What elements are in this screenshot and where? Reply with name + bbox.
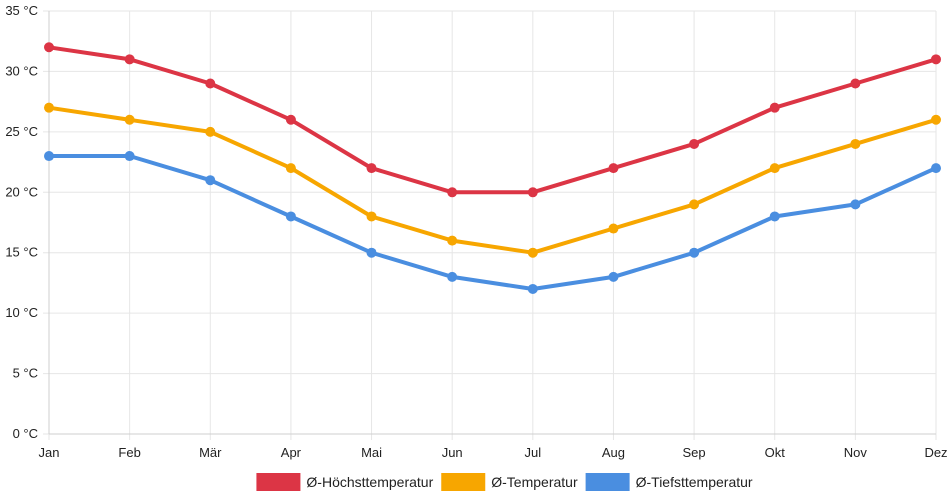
y-tick-label: 25 °C — [5, 124, 38, 139]
data-point[interactable] — [124, 151, 135, 162]
data-point[interactable] — [931, 114, 941, 125]
legend-swatch — [585, 473, 630, 491]
x-tick-label: Jan — [39, 445, 60, 460]
data-point[interactable] — [689, 247, 700, 258]
series-line — [47, 154, 938, 291]
legend-item[interactable]: Ø-Tiefsttemperatur — [585, 473, 753, 491]
y-tick-label: 30 °C — [5, 63, 38, 78]
x-tick-label: Apr — [281, 445, 302, 460]
data-point[interactable] — [769, 211, 780, 222]
series-2 — [44, 102, 941, 258]
data-point[interactable] — [850, 138, 861, 149]
x-tick-label: Nov — [844, 445, 868, 460]
y-tick-label: 5 °C — [13, 366, 38, 381]
data-point[interactable] — [931, 163, 941, 174]
data-point[interactable] — [205, 175, 216, 186]
x-tick-label: Okt — [765, 445, 786, 460]
x-tick-label: Sep — [683, 445, 706, 460]
data-point[interactable] — [285, 163, 296, 174]
axes: 0 °C 5 °C 10 °C 15 °C 20 °C 25 °C 30 °C 35 °C Ja… — [5, 3, 947, 460]
x-tick-label: Feb — [118, 445, 140, 460]
data-point[interactable] — [447, 187, 458, 198]
y-tick-label: 10 °C — [5, 305, 38, 320]
data-point[interactable] — [527, 283, 538, 294]
data-point[interactable] — [285, 114, 296, 125]
data-point[interactable] — [124, 54, 135, 65]
data-point[interactable] — [44, 102, 54, 113]
data-point[interactable] — [769, 163, 780, 174]
data-point[interactable] — [44, 151, 54, 162]
data-point[interactable] — [527, 187, 538, 198]
x-tick-label: Mai — [361, 445, 382, 460]
legend-label: Ø-Temperatur — [491, 474, 578, 490]
series-line — [47, 105, 938, 255]
x-tick-label: Mär — [199, 445, 222, 460]
series-1 — [44, 42, 941, 198]
series-3 — [44, 151, 941, 294]
data-point[interactable] — [124, 114, 135, 125]
legend-label: Ø-Tiefsttemperatur — [636, 474, 753, 490]
data-point[interactable] — [850, 199, 861, 210]
y-tick-label: 0 °C — [13, 426, 38, 441]
data-point[interactable] — [608, 223, 619, 234]
data-point[interactable] — [608, 271, 619, 282]
data-point[interactable] — [447, 271, 458, 282]
legend-swatch — [441, 473, 486, 491]
data-point[interactable] — [285, 211, 296, 222]
x-tick-label: Dez — [924, 445, 947, 460]
data-point[interactable] — [366, 211, 377, 222]
data-point[interactable] — [689, 138, 700, 149]
data-point[interactable] — [769, 102, 780, 113]
y-tick-label: 20 °C — [5, 184, 38, 199]
x-tick-label: Aug — [602, 445, 625, 460]
series-lines — [44, 42, 941, 294]
x-tick-label: Jun — [442, 445, 463, 460]
y-tick-label: 15 °C — [5, 245, 38, 260]
x-tick-label: Jul — [525, 445, 542, 460]
legend-label: Ø-Höchsttemperatur — [306, 474, 433, 490]
data-point[interactable] — [850, 78, 861, 89]
data-point[interactable] — [931, 54, 941, 65]
legend-swatch — [256, 473, 301, 491]
legend-item[interactable]: Ø-Temperatur — [441, 473, 578, 491]
data-point[interactable] — [44, 42, 54, 53]
data-point[interactable] — [205, 126, 216, 137]
data-point[interactable] — [366, 247, 377, 258]
data-point[interactable] — [205, 78, 216, 89]
series-line — [47, 45, 938, 195]
data-point[interactable] — [366, 163, 377, 174]
data-point[interactable] — [447, 235, 458, 246]
legend-item[interactable]: Ø-Höchsttemperatur — [256, 473, 434, 491]
data-point[interactable] — [608, 163, 619, 174]
data-point[interactable] — [689, 199, 700, 210]
legend: Ø-Höchsttemperatur Ø-Temperatur Ø-Tiefstte… — [256, 473, 753, 491]
data-point[interactable] — [527, 247, 538, 258]
y-tick-label: 35 °C — [5, 3, 38, 18]
